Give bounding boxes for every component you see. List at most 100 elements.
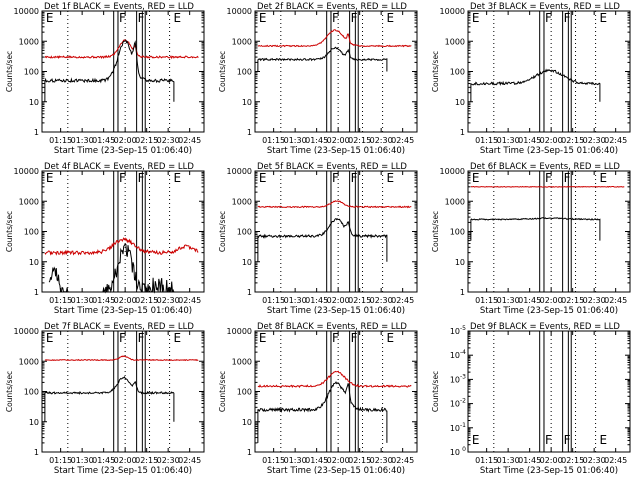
event-marker-E: E [46,171,54,185]
x-tick-label: 01:45 [305,296,328,305]
y-tick-exponent: -3 [460,373,466,380]
x-tick-label: 01:45 [518,296,541,305]
y-tick-label: 1000 [19,197,39,206]
plot-frame [254,330,418,453]
series-lld-line [470,185,625,188]
x-tick-label: 02:00 [114,296,137,305]
x-tick-label: 02:15 [135,136,158,145]
event-marker-E: E [259,171,267,185]
y-axis-label: Counts/sec [431,211,440,252]
series-events-line [44,375,175,422]
panel-title: Det 9f BLACK = Events, RED = LLD [470,322,620,332]
plot-frame [254,10,418,133]
y-tick-label: 10 [450,351,460,360]
x-tick-label: 02:15 [348,136,371,145]
event-marker-E: E [599,171,607,185]
x-tick-label: 02:45 [178,296,201,305]
event-marker-E: E [599,11,607,25]
y-tick-label: 10000 [227,7,252,16]
x-tick-label: 02:30 [157,296,180,305]
y-tick-label: 1 [34,128,39,137]
panel-title: Det 4f BLACK = Events, RED = LLD [44,162,194,172]
x-tick-label: 02:00 [327,296,350,305]
x-tick-label: 01:30 [284,296,307,305]
event-marker-E: E [472,11,480,25]
y-tick-label: 100 [450,68,465,77]
x-tick-label: 02:45 [178,456,201,465]
x-tick-label: 02:45 [391,456,414,465]
event-marker-E: E [599,433,607,447]
x-tick-label: 01:30 [284,136,307,145]
event-marker-F: F [545,433,552,447]
y-axis-label: Counts/sec [218,51,227,92]
event-marker-F: F [351,11,358,25]
y-tick-label: 10 [450,375,460,384]
y-tick-label: 10000 [440,7,465,16]
x-tick-label: 01:30 [71,136,94,145]
plot-frame [467,330,631,453]
y-tick-exponent: -4 [460,349,466,356]
x-tick-label: 02:15 [135,456,158,465]
series-events-line [257,217,388,262]
event-marker-E: E [259,11,267,25]
x-tick-label: 01:30 [284,456,307,465]
y-tick-label: 10000 [227,167,252,176]
y-tick-label: 10 [242,418,252,427]
y-tick-label: 1 [34,288,39,297]
y-axis-label: Counts/sec [5,51,14,92]
y-tick-label: 1000 [232,357,252,366]
x-tick-label: 01:15 [49,296,72,305]
y-tick-label: 10 [450,400,460,409]
x-tick-label: 02:00 [114,136,137,145]
series-events-line [257,381,388,443]
y-tick-label: 100 [237,68,252,77]
series-events-line [470,68,601,102]
event-marker-E: E [386,331,394,345]
plot-frame [467,170,631,293]
panel-title: Det 3f BLACK = Events, RED = LLD [470,2,620,12]
x-tick-label: 01:45 [305,456,328,465]
y-axis-label: Counts/sec [218,371,227,412]
y-tick-label: 10 [242,258,252,267]
y-tick-label: 100 [24,388,39,397]
x-tick-label: 02:00 [114,456,137,465]
x-tick-label: 01:15 [262,296,285,305]
panel-title: Det 2f BLACK = Events, RED = LLD [257,2,407,12]
event-marker-E: E [259,331,267,345]
x-axis-label: Start Time (23-Sep-15 01:06:40) [54,466,192,476]
x-tick-label: 01:30 [71,456,94,465]
panel-title: Det 7f BLACK = Events, RED = LLD [44,322,194,332]
x-tick-label: 02:30 [583,296,606,305]
x-tick-label: 01:45 [92,456,115,465]
x-tick-label: 01:15 [475,296,498,305]
event-marker-F: F [351,171,358,185]
y-tick-label: 10 [455,258,465,267]
event-marker-F: F [138,11,145,25]
y-tick-label: 1000 [232,37,252,46]
x-tick-label: 02:30 [370,136,393,145]
y-tick-label: 100 [237,228,252,237]
x-tick-label: 01:15 [262,456,285,465]
y-tick-label: 10 [29,258,39,267]
event-marker-E: E [173,331,181,345]
x-tick-label: 02:15 [135,296,158,305]
x-tick-label: 02:45 [391,136,414,145]
y-tick-label: 10 [455,98,465,107]
y-tick-label: 100 [24,68,39,77]
y-axis-label: Counts/sec [218,211,227,252]
event-marker-F: F [332,11,339,25]
y-tick-label: 10 [450,424,460,433]
x-tick-label: 02:45 [604,456,627,465]
panel-title: Det 8f BLACK = Events, RED = LLD [257,322,407,332]
y-tick-label: 10000 [227,327,252,336]
y-tick-label: 10 [29,418,39,427]
x-tick-label: 02:30 [370,296,393,305]
y-axis-label: Counts/sec [5,211,14,252]
y-tick-label: 100 [237,388,252,397]
x-tick-label: 01:45 [92,296,115,305]
x-tick-label: 02:15 [348,456,371,465]
series-events-line [470,217,601,241]
event-marker-F: F [119,171,126,185]
x-tick-label: 01:45 [518,456,541,465]
